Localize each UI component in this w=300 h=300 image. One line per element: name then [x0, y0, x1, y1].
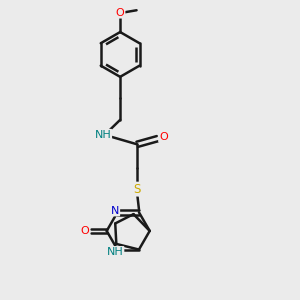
- Text: N: N: [111, 206, 119, 215]
- Text: S: S: [134, 183, 141, 196]
- Text: NH: NH: [107, 247, 123, 257]
- Text: O: O: [80, 226, 89, 236]
- Text: NH: NH: [94, 130, 111, 140]
- Text: O: O: [159, 132, 168, 142]
- Text: O: O: [116, 8, 124, 18]
